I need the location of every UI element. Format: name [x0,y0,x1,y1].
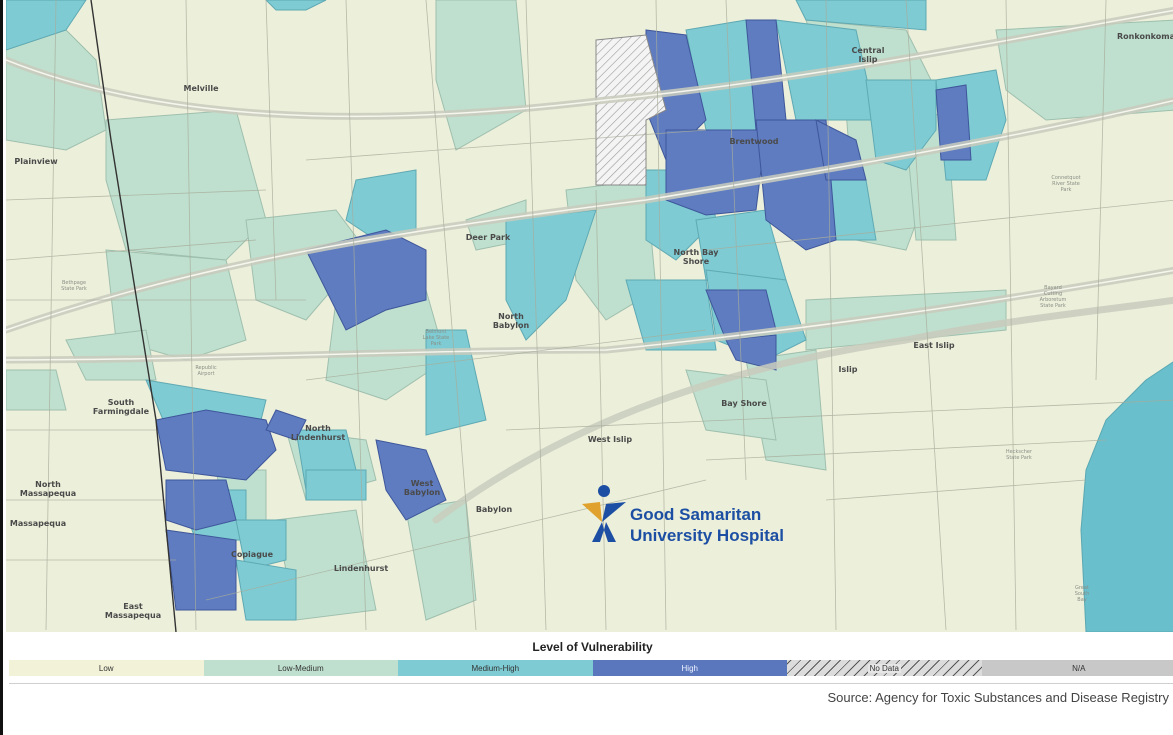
place-label: West Babylon [403,479,441,497]
legend-item-no-data: No Data [787,660,982,676]
good-samaritan-logo-icon [582,485,626,542]
place-label: West Islip [587,435,633,444]
poi-label: Bethpage State Park [61,280,87,292]
legend: Level of Vulnerability Low Low-Medium Me… [9,636,1173,686]
place-label: North Babylon [492,312,530,330]
legend-divider [9,683,1173,684]
place-label: Ronkonkoma [1117,32,1173,41]
place-label: Bay Shore [721,399,767,408]
place-label: Massapequa [9,519,67,528]
legend-label-na: N/A [1072,663,1086,673]
place-label: Melville [183,84,219,93]
place-label: North Bay Shore [673,248,719,266]
place-label: South Farmingdale [92,398,150,416]
vulnerability-map[interactable]: Melville Plainview Central Islip Ronkonkoma… [6,0,1173,632]
legend-item-na: N/A [981,660,1173,676]
source-citation: Source: Agency for Toxic Substances and … [827,690,1169,705]
legend-item-high: High [592,660,787,676]
poi-label: Connetquot River State Park [1051,175,1081,193]
legend-item-low-medium: Low-Medium [203,660,398,676]
poi-label: Heckscher State Park [1005,449,1033,461]
place-label: Plainview [14,157,58,166]
legend-label-low: Low [98,663,114,673]
legend-label-medium-high: Medium-High [471,663,520,673]
high-tracts [155,19,972,611]
place-label: Islip [838,365,858,374]
county-line [90,0,177,632]
legend-label-low-medium: Low-Medium [277,663,324,673]
place-label: Lindenhurst [333,564,389,573]
place-label: Brentwood [729,137,779,146]
hospital-name: Good Samaritan University Hospital [630,505,784,545]
legend-bar: Low Low-Medium Medium-High High No Data … [9,660,1173,676]
no-data-tract [595,34,667,186]
legend-item-low: Low [9,660,204,676]
place-label: Deer Park [465,233,511,242]
poi-label: Republic Airport [195,365,217,377]
poi-label: Bayard Cutting Arboretum State Park [1039,285,1067,309]
highway-centerlines [6,9,1173,361]
place-label: East Massapequa [104,602,162,620]
map-canvas [6,0,1173,632]
place-label: East Islip [913,341,955,350]
place-label: Central Islip [851,46,885,64]
place-label: North Massapequa [19,480,77,498]
place-label: Copiague [230,550,274,559]
local-roads [6,0,1173,631]
place-label: Babylon [475,505,513,514]
place-label: North Lindenhurst [290,424,346,442]
poi-label: Belmont Lake State Park [422,329,450,347]
poi-label: Great South Bay [1074,585,1090,603]
legend-item-medium-high: Medium-High [398,660,593,676]
legend-title: Level of Vulnerability [532,640,653,654]
legend-label-no-data: No Data [867,663,901,673]
hospital-marker[interactable]: Good Samaritan University Hospital [578,484,808,546]
great-south-bay-water [1080,361,1173,632]
legend-label-high: High [681,663,698,673]
